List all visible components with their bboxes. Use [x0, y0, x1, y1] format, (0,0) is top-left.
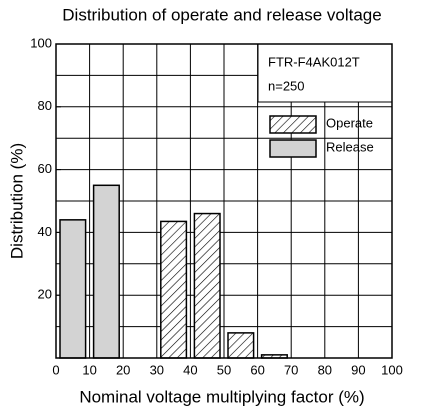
x-tick-label: 60	[250, 362, 264, 377]
legend-label: Release	[326, 139, 374, 154]
x-tick-label: 90	[351, 362, 365, 377]
y-tick-label: 40	[38, 224, 52, 239]
legend-label: Operate	[326, 115, 373, 130]
annotation: n=250	[268, 78, 305, 93]
x-tick-label: 10	[82, 362, 96, 377]
bar	[227, 332, 255, 359]
y-tick-label: 60	[38, 161, 52, 176]
x-tick-label: 20	[116, 362, 130, 377]
x-tick-label: 50	[217, 362, 231, 377]
bar	[92, 184, 120, 359]
y-axis-label: Distribution (%)	[7, 143, 26, 259]
x-tick-label: 40	[183, 362, 197, 377]
y-tick-label: 100	[30, 35, 52, 50]
y-tick-label: 80	[38, 98, 52, 113]
legend-swatch	[269, 139, 317, 158]
x-tick-label: 0	[52, 362, 59, 377]
x-tick-label: 100	[381, 362, 403, 377]
y-tick-label: 20	[38, 287, 52, 302]
bar	[193, 212, 221, 359]
x-axis-label: Nominal voltage multiplying factor (%)	[79, 387, 364, 406]
bar	[59, 219, 87, 359]
legend-swatch	[269, 115, 317, 134]
x-tick-label: 80	[318, 362, 332, 377]
plot-frame	[55, 43, 393, 359]
chart-title: Distribution of operate and release volt…	[62, 5, 381, 24]
x-tick-label: 70	[284, 362, 298, 377]
bar	[160, 220, 188, 359]
annotation: FTR-F4AK012T	[268, 54, 360, 69]
x-tick-label: 30	[150, 362, 164, 377]
